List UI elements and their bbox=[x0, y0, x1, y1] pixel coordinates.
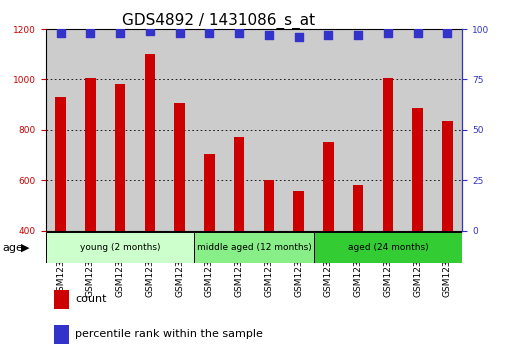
Bar bbox=[85, 78, 96, 231]
Point bbox=[295, 34, 303, 40]
Point bbox=[205, 30, 213, 36]
Bar bbox=[135, 29, 165, 231]
Bar bbox=[46, 29, 76, 231]
Bar bbox=[115, 85, 125, 231]
Bar bbox=[383, 78, 393, 231]
Bar bbox=[234, 137, 244, 231]
Bar bbox=[224, 29, 254, 231]
Point bbox=[86, 30, 94, 36]
Bar bbox=[442, 121, 453, 231]
Text: young (2 months): young (2 months) bbox=[80, 243, 161, 252]
Bar bbox=[54, 325, 69, 344]
Bar bbox=[412, 109, 423, 231]
Text: percentile rank within the sample: percentile rank within the sample bbox=[75, 329, 263, 339]
Text: GDS4892 / 1431086_s_at: GDS4892 / 1431086_s_at bbox=[122, 13, 315, 29]
Point bbox=[116, 30, 124, 36]
Bar bbox=[294, 191, 304, 231]
Bar bbox=[284, 29, 313, 231]
Text: aged (24 months): aged (24 months) bbox=[347, 243, 428, 252]
Point bbox=[146, 28, 154, 34]
Point bbox=[443, 30, 452, 36]
Bar bbox=[373, 29, 403, 231]
Bar bbox=[313, 29, 343, 231]
Bar bbox=[343, 29, 373, 231]
Bar bbox=[254, 29, 284, 231]
Text: ▶: ▶ bbox=[21, 243, 30, 253]
Point bbox=[56, 30, 65, 36]
Point bbox=[265, 32, 273, 38]
Point bbox=[324, 32, 332, 38]
Bar bbox=[54, 290, 69, 309]
Bar bbox=[165, 29, 195, 231]
Bar bbox=[195, 29, 224, 231]
Point bbox=[414, 30, 422, 36]
Bar bbox=[195, 232, 313, 263]
Bar bbox=[174, 103, 185, 231]
Point bbox=[235, 30, 243, 36]
Bar bbox=[432, 29, 462, 231]
Bar bbox=[46, 232, 195, 263]
Text: age: age bbox=[3, 243, 23, 253]
Bar bbox=[323, 142, 334, 231]
Bar bbox=[264, 180, 274, 231]
Bar bbox=[403, 29, 432, 231]
Bar bbox=[353, 185, 363, 231]
Point bbox=[354, 32, 362, 38]
Bar bbox=[55, 97, 66, 231]
Text: count: count bbox=[75, 294, 106, 305]
Bar bbox=[76, 29, 105, 231]
Point bbox=[176, 30, 184, 36]
Bar bbox=[313, 232, 462, 263]
Point bbox=[384, 30, 392, 36]
Bar bbox=[145, 54, 155, 231]
Bar bbox=[105, 29, 135, 231]
Text: middle aged (12 months): middle aged (12 months) bbox=[197, 243, 311, 252]
Bar bbox=[204, 154, 214, 231]
